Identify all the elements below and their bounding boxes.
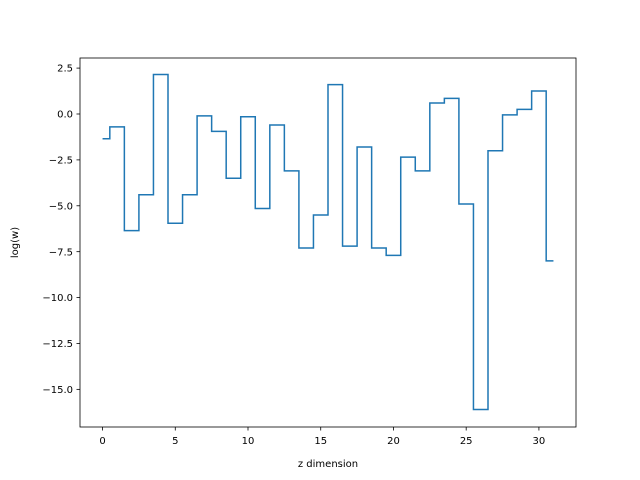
x-tick-label: 30 xyxy=(533,436,546,447)
y-tick-label: −10.0 xyxy=(42,293,73,304)
y-tick-label: −7.5 xyxy=(49,247,73,258)
y-tick-label: −2.5 xyxy=(49,155,73,166)
x-tick-label: 0 xyxy=(99,436,105,447)
y-tick-label: −15.0 xyxy=(42,385,73,396)
x-tick-label: 20 xyxy=(387,436,400,447)
y-tick-label: −5.0 xyxy=(49,201,73,212)
y-tick-label: −12.5 xyxy=(42,339,73,350)
y-axis-ticks: 2.5 0.0 −2.5 −5.0 −7.5 −10.0 −12.5 −15.0 xyxy=(42,64,80,396)
series-line xyxy=(102,73,554,411)
x-axis-label: z dimension xyxy=(298,459,358,470)
x-tick-label: 15 xyxy=(314,436,327,447)
x-tick-label: 25 xyxy=(460,436,473,447)
plot-frame xyxy=(79,57,577,428)
x-tick-label: 5 xyxy=(172,436,178,447)
y-tick-label: 2.5 xyxy=(57,64,73,75)
x-tick-label: 10 xyxy=(242,436,255,447)
y-axis-label: log(w) xyxy=(10,227,21,258)
x-axis-ticks: 0 5 10 15 20 25 30 xyxy=(99,427,545,447)
y-tick-label: 0.0 xyxy=(57,110,73,121)
